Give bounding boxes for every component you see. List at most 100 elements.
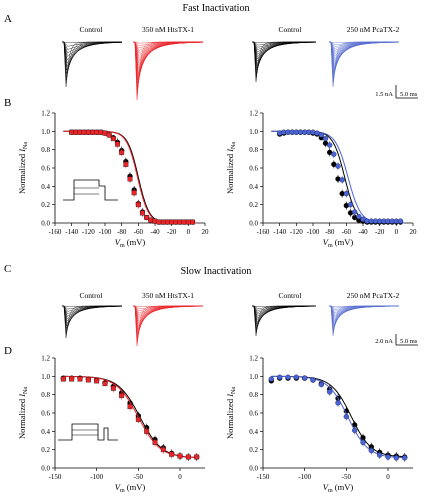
data-point	[347, 202, 354, 208]
traces-c-control-2	[252, 305, 316, 337]
current-trace	[329, 305, 399, 337]
data-point	[115, 141, 120, 147]
y-tick-label: 1.2	[41, 110, 50, 118]
y-tick-label: 1.0	[41, 373, 50, 381]
traces-c-control-1	[62, 305, 123, 339]
data-point	[152, 439, 158, 445]
y-tick-label: 0.8	[41, 391, 50, 399]
scalebar-c-time: 5.0 ms	[400, 338, 418, 345]
data-point	[94, 129, 100, 135]
scalebar-a-time: 5.0 ms	[400, 91, 418, 98]
x-tick-label: 20	[202, 228, 210, 236]
x-tick-label: -160	[49, 228, 62, 236]
y-tick-label: 0.0	[249, 465, 258, 473]
x-tick-label: -120	[82, 228, 95, 236]
data-point	[293, 374, 299, 380]
traces-c-htstx	[133, 305, 204, 347]
current-trace	[133, 41, 203, 93]
current-trace	[329, 305, 399, 307]
data-point	[368, 447, 374, 454]
data-point	[135, 202, 141, 208]
data-point	[352, 209, 358, 215]
data-point	[69, 376, 75, 382]
x-tick-label: 0	[386, 473, 390, 481]
trace-label-a-control-1: Control	[80, 25, 103, 34]
data-point	[335, 400, 341, 406]
data-point	[327, 389, 333, 395]
panel-label-a: A	[4, 13, 12, 25]
x-tick-label: -150	[257, 473, 270, 481]
data-point	[98, 129, 104, 135]
data-point	[327, 142, 333, 148]
x-tick-label: 0	[395, 228, 399, 236]
x-tick-label: -120	[290, 228, 303, 236]
current-trace	[252, 41, 316, 78]
traces-a-pcatx	[329, 41, 400, 88]
trace-label-c-control-1: Control	[80, 291, 103, 300]
scalebar-a-current: 1.5 nA	[375, 91, 393, 98]
data-point	[322, 136, 329, 142]
x-tick-label: -150	[49, 473, 62, 481]
data-point	[131, 190, 137, 196]
data-point	[185, 219, 191, 225]
data-point	[335, 163, 341, 169]
data-point	[73, 129, 79, 135]
y-tick-label: 1.0	[249, 373, 258, 381]
current-trace	[133, 41, 203, 101]
fit-curve	[271, 375, 405, 459]
data-point	[339, 177, 345, 183]
trace-label-a-htstx: 350 nM HtsTX-1	[142, 25, 194, 34]
section-title-slow: Slow Inactivation	[181, 266, 252, 277]
data-point	[140, 210, 145, 216]
y-tick-label: 0.2	[249, 446, 258, 454]
x-tick-label: -80	[325, 228, 335, 236]
chart-b-right: 0.0 0.2 0.4 0.6 0.8 1.0 1.2 -160 -140 -120 -100 -80…	[225, 110, 417, 250]
data-point	[106, 132, 112, 138]
data-point	[285, 374, 291, 380]
data-point	[173, 219, 179, 225]
data-point	[268, 376, 274, 382]
current-trace	[329, 41, 399, 88]
data-point	[144, 215, 150, 220]
x-tick-label: -140	[273, 228, 286, 236]
y-tick-label: 0.4	[41, 183, 50, 191]
fit-curve	[271, 375, 405, 458]
current-trace	[133, 41, 203, 96]
y-tick-label: 1.0	[249, 128, 258, 136]
data-point	[318, 381, 324, 388]
data-point	[135, 416, 141, 422]
x-tick-label: -100	[99, 228, 112, 236]
y-tick-label: 0.6	[41, 410, 50, 418]
data-point	[102, 130, 108, 136]
x-tick-label: -20	[375, 228, 385, 236]
x-tick-label: 0	[187, 228, 191, 236]
chart-d-left: 0.0 0.2 0.4 0.6 0.8 1.0 1.2 -150 -100 -50 0 Vm (mV)…	[17, 355, 205, 494]
traces-a-htstx	[133, 41, 204, 101]
data-point	[310, 377, 316, 383]
current-trace	[133, 41, 203, 44]
current-trace	[133, 305, 203, 347]
x-axis-label: Vm (mV)	[323, 237, 354, 249]
y-tick-label: 0.0	[41, 465, 50, 473]
current-trace	[329, 41, 399, 84]
data-point	[110, 385, 116, 391]
x-tick-label: -140	[65, 228, 78, 236]
data-point	[181, 219, 187, 225]
data-point	[377, 452, 383, 458]
y-tick-label: 1.2	[41, 355, 50, 363]
y-tick-label: 0.2	[249, 201, 258, 209]
data-point	[148, 217, 154, 223]
data-point	[331, 151, 337, 157]
trace-label-c-pcatx: 250 nM PcaTX-2	[347, 291, 400, 300]
panel-label-d: D	[4, 345, 12, 357]
current-trace	[329, 305, 399, 335]
data-point	[144, 428, 150, 434]
data-point	[160, 447, 166, 453]
chart-d-right: 0.0 0.2 0.4 0.6 0.8 1.0 1.2 -150 -100 -50 0 Vm (mV)…	[225, 355, 413, 494]
current-trace	[252, 305, 316, 337]
current-trace	[133, 305, 204, 324]
y-tick-label: 0.6	[41, 165, 50, 173]
y-axis-label: Normalized INa	[225, 142, 237, 194]
chart-b-left: 0.0 0.2 0.4 0.6 0.8 1.0 1.2 -160 -140 -120 -100 -80…	[17, 110, 209, 250]
y-tick-label: 0.8	[249, 391, 258, 399]
